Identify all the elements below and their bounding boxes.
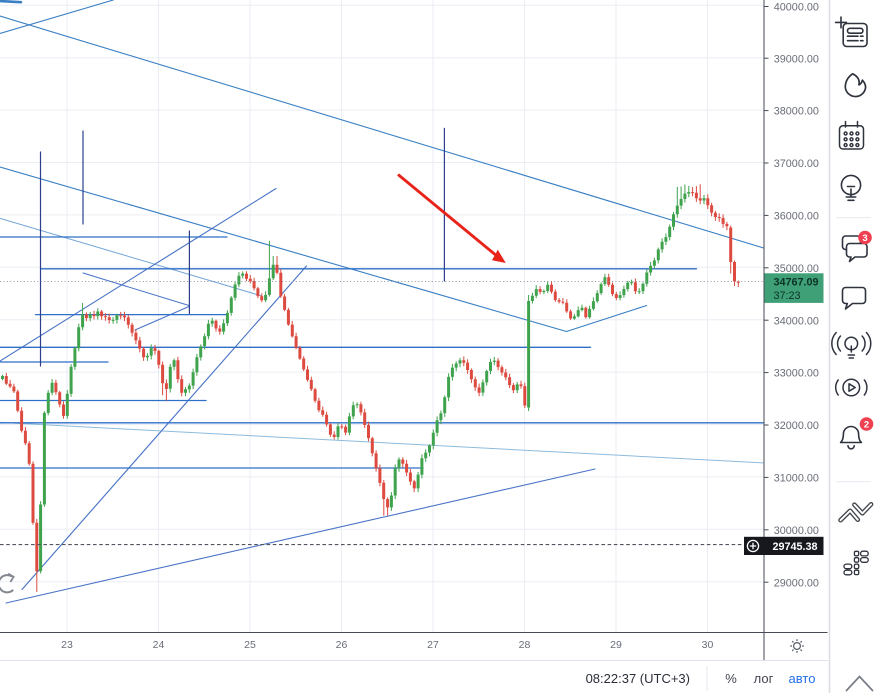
svg-text:37000.00: 37000.00 xyxy=(774,158,819,170)
svg-text:29: 29 xyxy=(610,639,622,651)
svg-text:авто: авто xyxy=(789,671,816,686)
svg-text:2: 2 xyxy=(864,420,869,431)
svg-text:40000.00: 40000.00 xyxy=(774,2,819,14)
svg-text:37:23: 37:23 xyxy=(774,290,801,302)
svg-text:32000.00: 32000.00 xyxy=(774,420,819,432)
svg-text:30: 30 xyxy=(702,639,714,651)
svg-text:27: 27 xyxy=(427,639,439,651)
svg-text:лог: лог xyxy=(754,671,774,686)
svg-text:23: 23 xyxy=(61,639,73,651)
svg-text:31000.00: 31000.00 xyxy=(774,473,819,485)
svg-text:33000.00: 33000.00 xyxy=(774,368,819,380)
svg-text:35000.00: 35000.00 xyxy=(774,263,819,275)
svg-text:3: 3 xyxy=(862,233,867,244)
svg-text:34000.00: 34000.00 xyxy=(774,315,819,327)
svg-text:34767.09: 34767.09 xyxy=(774,277,819,289)
svg-text:30000.00: 30000.00 xyxy=(774,525,819,537)
svg-text:26: 26 xyxy=(336,639,348,651)
svg-text:%: % xyxy=(725,671,737,686)
svg-text:38000.00: 38000.00 xyxy=(774,106,819,118)
svg-text:25: 25 xyxy=(244,639,256,651)
svg-text:39000.00: 39000.00 xyxy=(774,53,819,65)
svg-text:36000.00: 36000.00 xyxy=(774,211,819,223)
svg-text:08:22:37 (UTC+3): 08:22:37 (UTC+3) xyxy=(586,671,690,686)
svg-text:24: 24 xyxy=(153,639,165,651)
svg-text:28: 28 xyxy=(519,639,531,651)
svg-text:29000.00: 29000.00 xyxy=(774,577,819,589)
svg-text:29745.38: 29745.38 xyxy=(773,541,818,553)
